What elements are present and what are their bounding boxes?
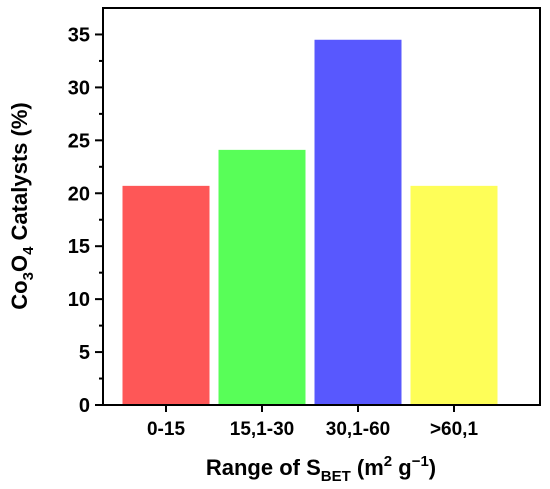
y-tick-label: 10 [68, 289, 90, 311]
y-axis-title: Co3O4 Catalysts (%) [7, 102, 37, 309]
y-tick-label: 15 [68, 236, 90, 258]
y-axis-ticks: 0 5 10 15 20 25 30 35 [68, 24, 103, 417]
bar-2 [314, 39, 402, 405]
y-tick-label: 30 [68, 77, 90, 99]
x-tick-label: 30,1-60 [326, 419, 390, 440]
x-axis-title: Range of SBET (m2 g−1) [206, 453, 436, 485]
y-tick-label: 0 [79, 395, 90, 417]
bar-0 [122, 185, 210, 405]
y-tick-label: 5 [79, 342, 90, 364]
x-tick-label: 15,1-30 [230, 419, 294, 440]
plot-frame [102, 7, 541, 406]
bar-1 [218, 149, 306, 405]
bar-3 [410, 185, 498, 405]
bars-layer [122, 39, 498, 405]
x-tick-label: >60,1 [430, 419, 479, 440]
y-tick-label: 20 [68, 183, 90, 205]
x-tick-label: 0-15 [147, 419, 185, 440]
x-axis-ticks: 0-15 15,1-30 30,1-60 >60,1 [147, 405, 478, 440]
y-tick-label: 35 [68, 24, 90, 46]
y-tick-label: 25 [68, 130, 90, 152]
